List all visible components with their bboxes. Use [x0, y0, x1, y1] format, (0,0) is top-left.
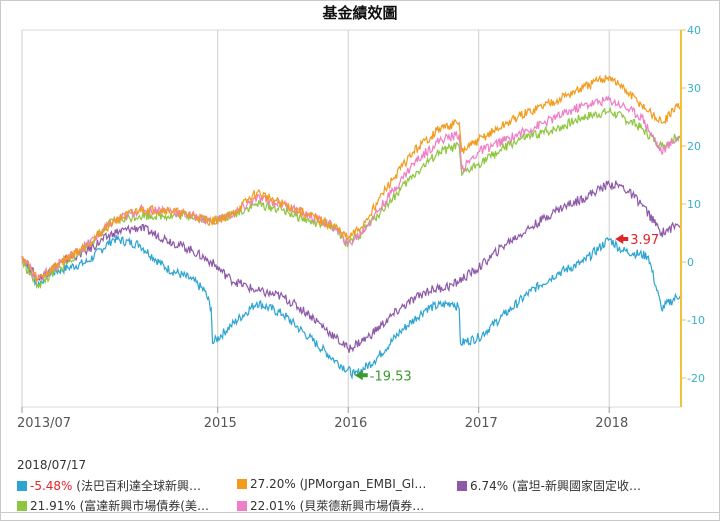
legend-swatch-blue: [17, 481, 27, 491]
series-line-orange: [21, 74, 682, 283]
series-line-purple: [21, 179, 682, 353]
x-tick-label: 2016: [334, 416, 367, 431]
legend-percent: 22.01%: [250, 499, 296, 513]
annotation-arrow-low: [354, 370, 368, 381]
y-tick-label: -20: [687, 372, 705, 385]
annotation-label-low: -19.53: [370, 369, 412, 384]
annotation-layer: 3.97 -19.53: [354, 233, 659, 384]
legend-fund-name: (貝萊德新興市場債券…: [295, 499, 425, 513]
series-line-pink: [21, 95, 682, 284]
legend-item-purple[interactable]: 6.74% (富坦-新興國家固定收…: [457, 477, 641, 494]
legend-swatch-green: [17, 501, 27, 511]
series-line-blue: [21, 234, 682, 380]
x-tick-label: 2015: [204, 416, 237, 431]
chart-svg: 2013/07 2015 2016 2017 2018 -20 -10 0 10 20 30 40 3…: [17, 24, 705, 431]
date-label: 2018/07/17: [17, 458, 87, 472]
series-layer: [21, 74, 682, 380]
axis-layer: 2013/07 2015 2016 2017 2018 -20 -10 0 10 20 30 40: [17, 24, 705, 431]
x-tick-label: 2018: [595, 416, 628, 431]
legend-fund-name: (法巴百利達全球新興…: [72, 479, 201, 493]
legend-percent: 21.91%: [30, 499, 76, 513]
legend-item-orange[interactable]: 27.20% (JPMorgan_EMBI_Gl…: [237, 477, 426, 491]
y-tick-label: 0: [687, 256, 694, 269]
legend-percent: -5.48%: [30, 479, 73, 493]
x-tick-label: 2017: [465, 416, 498, 431]
legend-percent: 27.20%: [250, 477, 296, 491]
legend-swatch-orange: [237, 479, 247, 489]
y-tick-label: 10: [687, 198, 701, 211]
legend-swatch-pink: [237, 501, 247, 511]
legend-fund-name: (富達新興市場債券(美…: [75, 499, 209, 513]
y-tick-label: 30: [687, 82, 701, 95]
legend-fund-name: (JPMorgan_EMBI_Gl…: [295, 477, 427, 491]
y-tick-label: 40: [687, 24, 701, 37]
legend-item-green[interactable]: 21.91% (富達新興市場債券(美…: [17, 497, 209, 514]
series-line-green: [21, 106, 682, 290]
legend-swatch-purple: [457, 481, 467, 491]
y-tick-label: -10: [687, 314, 705, 327]
legend-item-blue[interactable]: -5.48% (法巴百利達全球新興…: [17, 477, 201, 494]
legend-fund-name: (富坦-新興國家固定收…: [508, 479, 641, 493]
bottom-bar: [0, 512, 720, 522]
chart-title: 基金績效圖: [322, 4, 398, 22]
grid-layer: [21, 29, 682, 408]
y-tick-label: 20: [687, 140, 701, 153]
x-tick-label: 2013/07: [17, 416, 71, 431]
annotation-arrow-high: [615, 233, 629, 244]
legend-item-pink[interactable]: 22.01% (貝萊德新興市場債券…: [237, 497, 424, 514]
legend-percent: 6.74%: [470, 479, 509, 493]
annotation-label-high: 3.97: [630, 233, 659, 248]
